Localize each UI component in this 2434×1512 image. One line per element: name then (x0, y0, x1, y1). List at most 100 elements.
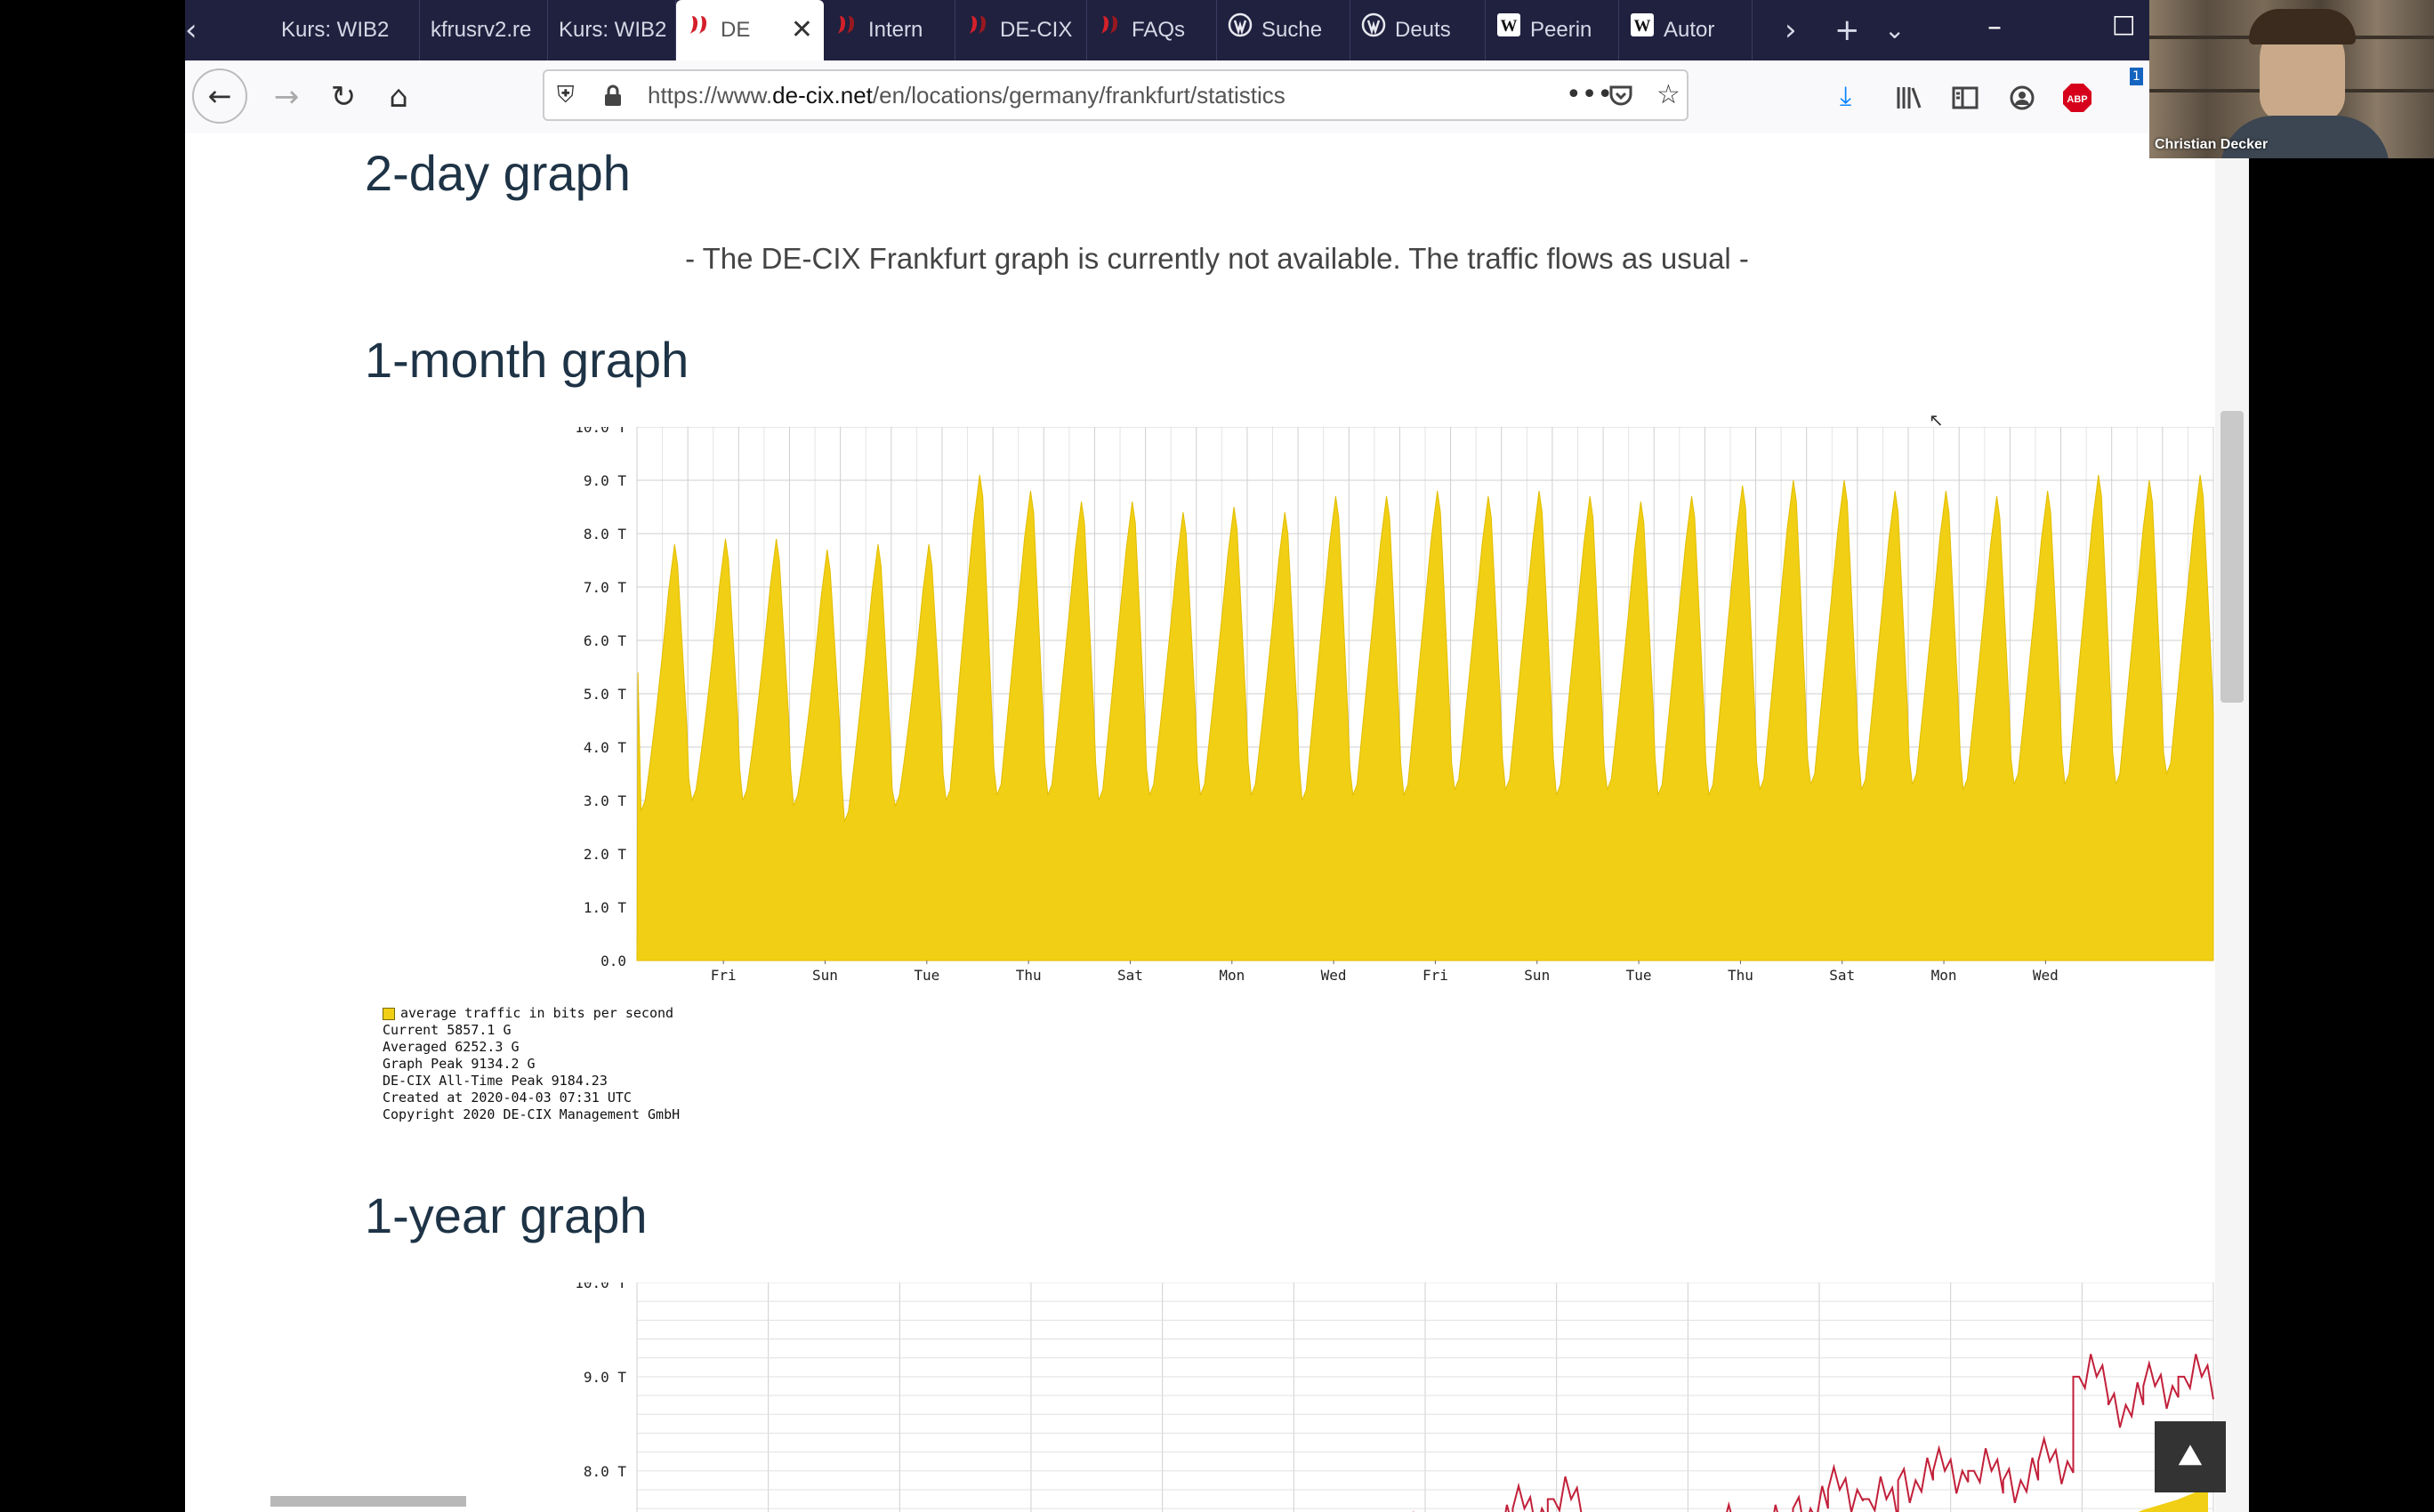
lock-icon[interactable] (603, 71, 623, 119)
more-actions-icon[interactable]: ••• (1566, 79, 1614, 110)
new-tab-icon[interactable]: + (1834, 12, 1860, 48)
x-tick-label: Tue (1626, 967, 1652, 984)
y-tick-label: 10.0 T (575, 427, 626, 436)
wikipedia-icon: W (1630, 1, 1655, 60)
page-content: 2-day graph - The DE-CIX Frankfurt graph… (185, 133, 2249, 1512)
tab-7[interactable]: FAQs (1087, 0, 1217, 60)
tab-6[interactable]: DE-CIX (955, 0, 1087, 60)
browser-window: ‹ Kurs: WIB2 kfrusrv2.re Kurs: WIB2 DE ✕ Inte… (185, 0, 2249, 1512)
sidebar-icon[interactable] (1952, 60, 1979, 133)
person-hair (2249, 9, 2356, 44)
tab-8[interactable]: Suche (1217, 0, 1350, 60)
back-button[interactable]: ← (192, 68, 247, 124)
y-tick-label: 9.0 T (584, 472, 627, 489)
de-cix-icon (1098, 1, 1123, 60)
tab-9[interactable]: Deuts (1350, 0, 1486, 60)
close-tab-icon[interactable]: ✕ (790, 15, 813, 44)
traffic-area-series (2138, 1487, 2208, 1512)
tab-label: Peerin (1530, 18, 1592, 42)
legend-graph-peak: Graph Peak 9134.2 G (383, 1056, 536, 1072)
tab-3[interactable]: Kurs: WIB2 (548, 0, 676, 60)
tab-11[interactable]: W Autor (1619, 0, 1753, 60)
1year-traffic-chart: 7.0 T8.0 T9.0 T10.0 T (575, 1283, 2214, 1512)
tab-scroll-right-icon[interactable]: › (1785, 12, 1797, 48)
extension-badge[interactable]: 1 (2130, 68, 2143, 85)
scroll-to-top-button[interactable]: ⯅ (2155, 1421, 2226, 1492)
wordpress-icon (1361, 1, 1386, 60)
x-tick-label: Fri (1423, 967, 1448, 984)
abp-label: ABP (2067, 94, 2087, 105)
tab-2[interactable]: kfrusrv2.re (420, 0, 548, 60)
y-tick-label: 8.0 T (584, 1463, 627, 1480)
y-tick-label: 0.0 (600, 953, 626, 969)
download-icon[interactable]: ⤓ (1840, 81, 1852, 112)
library-icon[interactable] (1895, 60, 1923, 133)
url-text[interactable]: https://www.de-cix.net/en/locations/germ… (648, 71, 1286, 119)
svg-text:W: W (1501, 17, 1518, 36)
home-button[interactable]: ⌂ (389, 79, 408, 115)
tab-label: FAQs (1132, 18, 1186, 42)
pocket-icon[interactable] (1608, 71, 1633, 119)
legend-created: Created at 2020-04-03 07:31 UTC (383, 1090, 632, 1106)
y-tick-label: 6.0 T (584, 632, 627, 649)
url-path: /en/locations/germany/frankfurt/statisti… (872, 82, 1286, 109)
x-tick-label: Wed (2033, 967, 2059, 984)
reload-button[interactable]: ↻ (330, 79, 357, 115)
x-tick-label: Wed (1321, 967, 1347, 984)
heading-1year-graph: 1-year graph (365, 1187, 648, 1243)
tab-label: Deuts (1395, 18, 1451, 42)
x-tick-label: Sun (1524, 967, 1550, 984)
tab-4[interactable]: DE ✕ (676, 0, 824, 60)
wikipedia-icon: W (1496, 1, 1521, 60)
scrollbar-thumb[interactable] (2220, 411, 2244, 703)
svg-text:W: W (1634, 17, 1651, 36)
forward-button[interactable]: → (273, 79, 300, 115)
tab-5[interactable]: Intern (824, 0, 955, 60)
shield-icon[interactable]: ⛨ (557, 82, 575, 109)
legend-current: Current 5857.1 G (383, 1022, 512, 1038)
y-tick-label: 7.0 T (584, 579, 627, 596)
account-icon[interactable] (2009, 60, 2035, 133)
x-tick-label: Thu (1016, 967, 1042, 984)
tab-label: Intern (868, 18, 923, 42)
maximize-icon[interactable]: □ (2112, 9, 2136, 38)
heading-1month-graph: 1-month graph (365, 332, 689, 388)
horizontal-scrollbar-thumb[interactable] (270, 1496, 466, 1507)
tab-1[interactable]: Kurs: WIB2 (270, 0, 420, 60)
legend-averaged: Averaged 6252.3 G (383, 1039, 520, 1055)
x-tick-label: Thu (1728, 967, 1753, 984)
x-tick-label: Mon (1931, 967, 1957, 984)
peak-traffic-line-series (1413, 1354, 2214, 1512)
y-tick-label: 3.0 T (584, 792, 627, 809)
legend-series: average traffic in bits per second (383, 1005, 680, 1022)
person-shoulders (2220, 116, 2390, 158)
adblock-plus-icon[interactable]: ABP (2062, 60, 2092, 133)
url-domain: de-cix.net (772, 82, 873, 109)
vertical-scrollbar[interactable] (2215, 133, 2249, 1512)
de-cix-icon (966, 1, 991, 60)
x-tick-label: Mon (1219, 967, 1245, 984)
x-tick-label: Sat (1117, 967, 1143, 984)
y-tick-label: 10.0 T (575, 1283, 626, 1291)
tab-scroll-left-icon[interactable]: ‹ (185, 12, 197, 48)
bookmark-star-icon[interactable]: ☆ (1656, 79, 1680, 110)
tab-label: kfrusrv2.re (431, 18, 532, 42)
legend-copyright: Copyright 2020 DE-CIX Management GmbH (383, 1106, 681, 1122)
y-tick-label: 5.0 T (584, 686, 627, 703)
participant-name: Christian Decker (2155, 137, 2269, 152)
y-tick-label: 1.0 T (584, 899, 627, 916)
y-tick-label: 4.0 T (584, 739, 627, 756)
x-tick-label: Sun (812, 967, 838, 984)
webcam-overlay: Christian Decker (2149, 0, 2434, 158)
url-bar[interactable]: ⛨ https://www.de-cix.net/en/locations/ge… (543, 69, 1688, 121)
graph-legend: average traffic in bits per second Curre… (383, 1005, 680, 1123)
wordpress-icon (1228, 1, 1253, 60)
tab-label: Kurs: WIB2 (559, 18, 667, 42)
tab-10[interactable]: W Peerin (1486, 0, 1619, 60)
x-tick-label: Sat (1829, 967, 1855, 984)
mouse-cursor-icon: ↖ (1929, 409, 1944, 430)
y-tick-label: 9.0 T (584, 1369, 627, 1386)
minimize-icon[interactable]: – (1987, 9, 2002, 43)
tab-list-icon[interactable]: ⌄ (1884, 15, 1906, 44)
legend-series-label: average traffic in bits per second (400, 1005, 674, 1021)
